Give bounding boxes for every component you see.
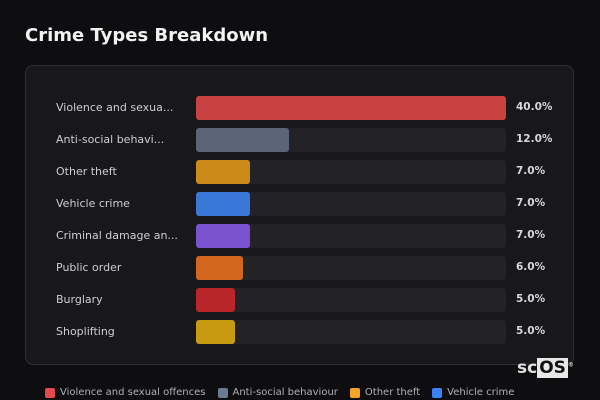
bar-row: Violence and sexua... 40.0% <box>26 96 573 120</box>
bar <box>196 256 243 280</box>
bar-row: Anti-social behavi... 12.0% <box>26 128 573 152</box>
bar <box>196 192 251 216</box>
chart-title: Crime Types Breakdown <box>25 25 269 46</box>
bar-track <box>196 256 506 280</box>
bar-label: Vehicle crime <box>56 197 130 210</box>
bar-track <box>196 128 506 152</box>
bar-label: Shoplifting <box>56 325 115 338</box>
legend-item[interactable]: Vehicle crime <box>432 387 514 398</box>
legend-label: Violence and sexual offences <box>60 387 206 398</box>
chart-panel: Violence and sexua... 40.0% Anti-social b… <box>25 65 574 365</box>
legend-item[interactable]: Other theft <box>349 387 421 398</box>
bar-track <box>196 320 506 344</box>
legend-label: Anti-social behaviour <box>232 387 338 398</box>
logo-sc: sc <box>517 358 538 378</box>
bar-row: Burglary 5.0% <box>26 288 573 312</box>
bar-label: Violence and sexua... <box>56 101 174 114</box>
legend-swatch <box>217 387 228 398</box>
bar-value-label: 5.0% <box>516 325 546 337</box>
scos-logo: sc OS ® <box>517 358 574 378</box>
bar-label: Anti-social behavi... <box>56 133 165 146</box>
bar <box>196 96 506 120</box>
bar-row: Vehicle crime 7.0% <box>26 192 573 216</box>
legend-label: Vehicle crime <box>447 387 515 398</box>
logo-mark: ® <box>567 361 574 369</box>
bar-track <box>196 224 506 248</box>
bar-track <box>196 192 506 216</box>
bar-value-label: 6.0% <box>516 261 546 273</box>
legend-swatch <box>349 387 360 398</box>
legend-swatch <box>45 387 55 398</box>
logo-os: OS <box>537 358 568 378</box>
legend-item[interactable]: Violence and sexual offences <box>45 387 206 398</box>
bar-track <box>196 96 506 120</box>
bar <box>196 128 289 152</box>
bar-row: Other theft 7.0% <box>26 160 573 184</box>
legend-item[interactable]: Anti-social behaviour <box>217 387 338 398</box>
bar <box>196 160 251 184</box>
bar-value-label: 7.0% <box>516 165 546 177</box>
bar-row: Public order 6.0% <box>26 256 573 280</box>
bar-track <box>196 288 506 312</box>
bar-value-label: 40.0% <box>516 101 553 113</box>
bar-track <box>196 160 506 184</box>
legend: Violence and sexual offences Anti-social … <box>45 387 514 398</box>
legend-label: Other theft <box>364 387 421 398</box>
bar-value-label: 7.0% <box>516 197 546 209</box>
bar-row: Criminal damage an... 7.0% <box>26 224 573 248</box>
bar <box>196 224 251 248</box>
bar <box>196 288 235 312</box>
bar-row: Shoplifting 5.0% <box>26 320 573 344</box>
bar <box>196 320 235 344</box>
bar-label: Other theft <box>56 165 117 178</box>
bar-label: Criminal damage an... <box>56 229 178 242</box>
legend-swatch <box>432 387 443 398</box>
bar-label: Burglary <box>56 293 103 306</box>
bar-value-label: 5.0% <box>516 293 546 305</box>
bar-value-label: 7.0% <box>516 229 546 241</box>
bar-label: Public order <box>56 261 122 274</box>
bar-value-label: 12.0% <box>516 133 553 145</box>
